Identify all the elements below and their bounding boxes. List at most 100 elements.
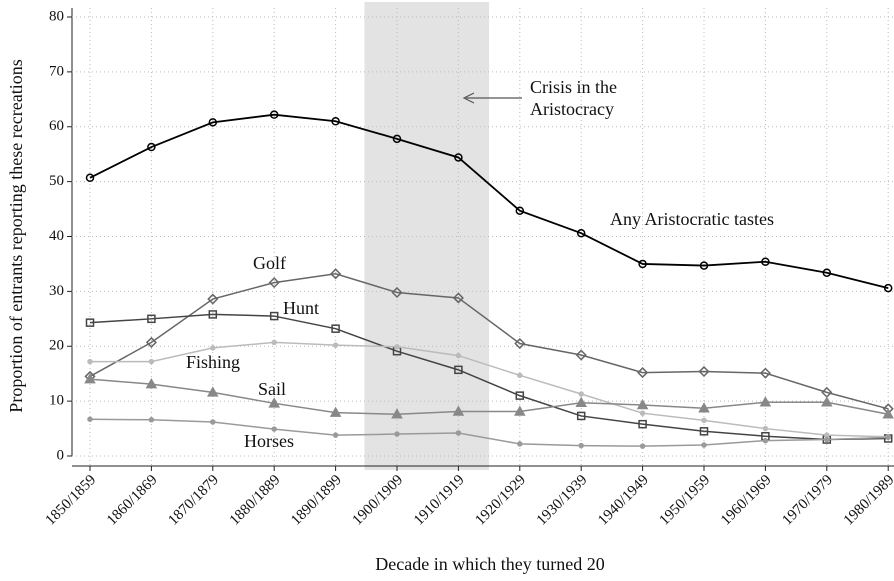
marker (517, 441, 523, 447)
marker (210, 419, 216, 425)
marker (452, 405, 465, 416)
y-tick-label: 50 (49, 173, 64, 189)
series-label: Golf (253, 253, 286, 273)
marker (824, 432, 830, 438)
marker (637, 367, 649, 379)
marker (699, 427, 709, 436)
series-line (89, 273, 889, 410)
marker (329, 406, 342, 417)
annotation: Crisis in the (530, 77, 617, 97)
marker (639, 410, 646, 416)
crisis-band (364, 2, 490, 470)
marker (268, 397, 280, 408)
marker (269, 110, 279, 119)
series-label: Fishing (186, 352, 240, 372)
marker (575, 349, 587, 361)
y-tick-label: 10 (49, 393, 64, 409)
marker (517, 372, 523, 379)
x-tick-label: 1940/1949 (595, 472, 652, 529)
series-line (89, 378, 889, 416)
marker (208, 118, 218, 127)
y-tick-label: 40 (49, 228, 64, 244)
y-tick-label: 20 (49, 338, 64, 354)
x-tick-label: 1850/1859 (43, 472, 100, 529)
marker (455, 430, 462, 436)
marker (762, 425, 769, 432)
marker (207, 293, 219, 305)
marker (145, 378, 158, 389)
marker (455, 352, 462, 359)
marker (514, 337, 526, 350)
x-tick-label: 1870/1879 (165, 472, 222, 529)
y-tick-label: 60 (49, 118, 64, 134)
marker (87, 358, 93, 365)
series-line (89, 418, 889, 447)
marker (391, 408, 403, 419)
marker (515, 391, 525, 400)
marker (210, 345, 216, 351)
series-label: Horses (244, 431, 294, 451)
annotation-arrowhead (462, 92, 475, 104)
marker (147, 314, 156, 324)
marker (759, 367, 771, 379)
x-tick-label: 1880/1889 (227, 472, 284, 529)
marker (268, 277, 280, 289)
series-line (89, 113, 889, 289)
x-tick-label: 1910/1919 (411, 472, 468, 529)
marker (269, 311, 279, 321)
y-tick-label: 30 (49, 283, 64, 299)
marker (332, 342, 339, 348)
marker (332, 432, 339, 438)
marker (883, 283, 893, 293)
series-line (89, 313, 889, 441)
x-tick-label: 1960/1969 (718, 472, 775, 529)
marker (391, 286, 403, 299)
annotation: Aristocracy (530, 99, 614, 119)
marker (148, 417, 155, 423)
marker (394, 431, 400, 437)
marker (885, 434, 891, 441)
marker (271, 426, 277, 432)
marker (392, 134, 402, 144)
marker (148, 358, 155, 365)
marker (639, 443, 646, 449)
x-tick-label: 1980/1989 (841, 472, 894, 529)
marker (882, 408, 894, 419)
marker (271, 339, 277, 346)
marker (636, 398, 649, 410)
marker (822, 268, 832, 277)
marker (698, 365, 710, 378)
marker (452, 292, 464, 304)
marker (638, 259, 647, 269)
marker (821, 396, 833, 407)
marker (576, 411, 586, 421)
marker (331, 117, 340, 126)
x-tick-label: 1930/1939 (534, 472, 591, 529)
marker (85, 318, 95, 327)
series-label: Sail (258, 379, 286, 399)
marker (87, 416, 93, 422)
marker (515, 206, 525, 215)
x-tick-label: 1920/1929 (472, 472, 529, 529)
y-tick-label: 70 (49, 63, 64, 79)
marker (208, 310, 218, 319)
marker (394, 344, 400, 350)
marker (84, 373, 96, 384)
marker (578, 391, 584, 397)
series-label: Hunt (283, 298, 319, 318)
marker (575, 396, 587, 408)
marker (701, 442, 707, 448)
series-line (90, 341, 889, 438)
y-tick-label: 80 (49, 8, 64, 24)
marker (699, 261, 709, 270)
series-label: Any Aristocratic tastes (610, 209, 774, 229)
y-axis-label: Proportion of entrants reporting these r… (6, 59, 26, 412)
marker (824, 436, 830, 443)
marker (145, 336, 157, 348)
x-tick-label: 1860/1869 (104, 472, 161, 529)
marker (578, 442, 584, 449)
marker (698, 402, 710, 413)
marker (761, 257, 770, 266)
marker (701, 417, 707, 424)
